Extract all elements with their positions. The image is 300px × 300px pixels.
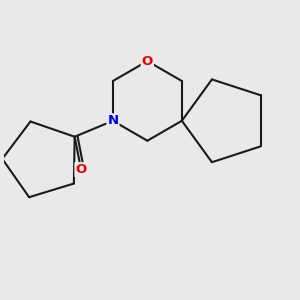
Text: O: O xyxy=(75,163,87,176)
Text: O: O xyxy=(142,55,153,68)
Text: N: N xyxy=(107,114,118,127)
